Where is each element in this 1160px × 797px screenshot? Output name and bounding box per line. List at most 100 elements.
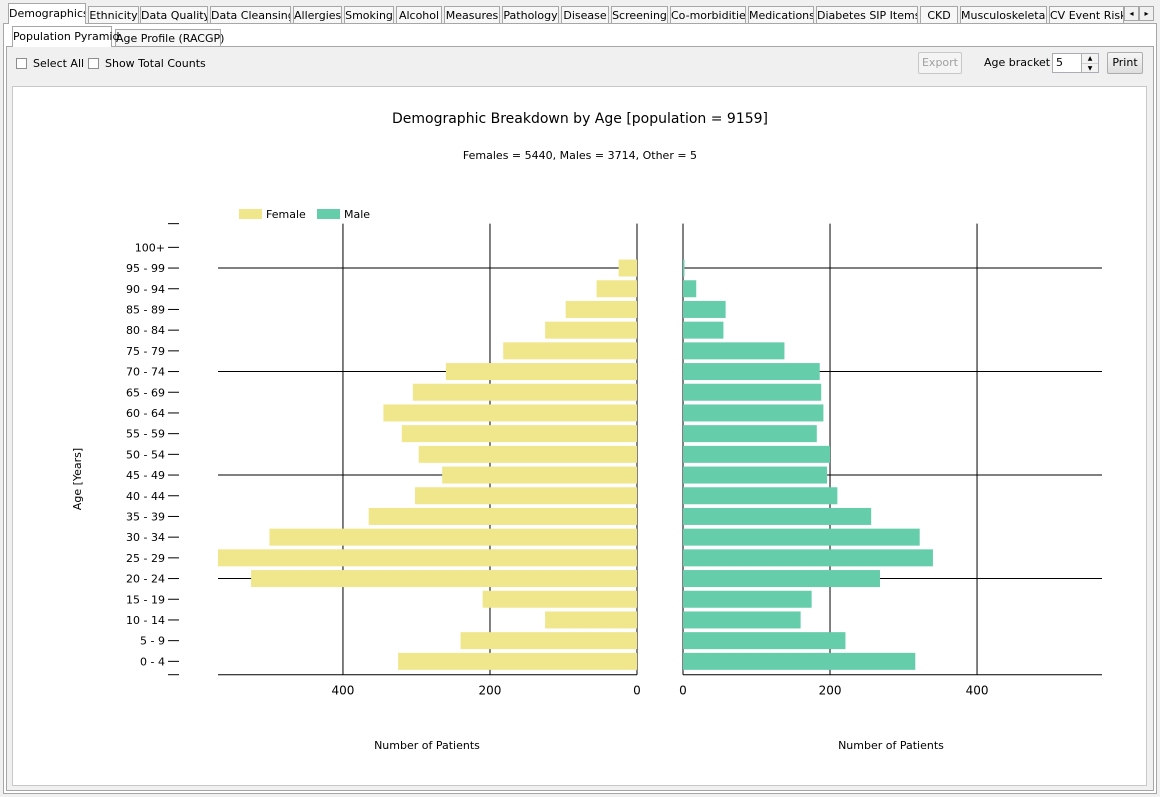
male-bar <box>683 280 697 298</box>
female-bar <box>545 321 637 339</box>
tab-scroll-right-icon[interactable]: ▸ <box>1139 6 1154 21</box>
tab-musculoskeletal[interactable]: Musculoskeletal <box>960 6 1047 23</box>
legend-label-female: Female <box>266 208 306 221</box>
female-bar <box>251 570 637 588</box>
right-x-tick-label: 200 <box>819 684 842 698</box>
age-bracket-spinner[interactable]: ▲ ▼ <box>1081 54 1098 72</box>
female-bar <box>383 404 637 422</box>
male-bar <box>683 445 831 463</box>
left-x-tick-label: 0 <box>633 684 641 698</box>
male-bar <box>683 549 933 567</box>
male-bar <box>683 363 820 381</box>
legend-swatch-male <box>317 209 340 219</box>
female-bar <box>269 528 637 546</box>
male-bar <box>683 466 828 484</box>
age-bracket-value: 5 <box>1056 56 1063 69</box>
male-bar <box>683 528 920 546</box>
female-bar <box>368 507 637 525</box>
subtab-population-pyramid[interactable]: Population Pyramid <box>12 26 119 47</box>
male-bar <box>683 321 724 339</box>
tab-demographics[interactable]: Demographics <box>8 3 86 24</box>
y-tick-label: 55 - 59 <box>126 428 165 441</box>
tab-disease[interactable]: Disease <box>561 6 609 23</box>
main-tab-strip: Demographics Ethnicity Data Quality Data Cl… <box>0 0 1160 24</box>
y-tick-label: 75 - 79 <box>126 345 165 358</box>
y-tick-label: 70 - 74 <box>126 366 165 379</box>
select-all-checkbox[interactable]: Select All <box>16 57 84 70</box>
male-bar <box>683 611 801 629</box>
tab-allergies[interactable]: Allergies <box>293 6 342 23</box>
select-all-box[interactable] <box>16 58 27 69</box>
y-tick-label: 100+ <box>135 241 165 254</box>
y-tick-label: 20 - 24 <box>126 573 165 586</box>
y-tick-label: 80 - 84 <box>126 324 165 337</box>
y-tick-label: 40 - 44 <box>126 490 165 503</box>
y-tick-label: 25 - 29 <box>126 552 165 565</box>
chart-area: Demographic Breakdown by Age [population… <box>12 86 1147 786</box>
male-bar <box>683 487 838 505</box>
right-x-tick-label: 0 <box>679 684 687 698</box>
age-bracket-input[interactable]: 5 ▲ ▼ <box>1052 53 1099 73</box>
legend-swatch-female <box>239 209 262 219</box>
y-tick-label: 30 - 34 <box>126 531 165 544</box>
tab-data-quality[interactable]: Data Quality <box>140 6 208 23</box>
y-axis-label: Age [Years] <box>71 448 84 510</box>
y-tick-label: 5 - 9 <box>140 635 165 648</box>
show-total-counts-checkbox[interactable]: Show Total Counts <box>88 57 206 70</box>
female-bar <box>482 590 637 608</box>
export-button[interactable]: Export <box>918 52 962 74</box>
population-pyramid-chart: Demographic Breakdown by Age [population… <box>71 111 1102 752</box>
show-total-counts-label: Show Total Counts <box>105 57 206 70</box>
female-bar <box>398 652 637 670</box>
right-x-tick-label: 400 <box>966 684 989 698</box>
select-all-label: Select All <box>33 57 85 70</box>
female-bar <box>618 259 637 277</box>
y-tick-label: 35 - 39 <box>126 510 165 523</box>
female-bar <box>401 425 637 443</box>
y-tick-label: 95 - 99 <box>126 262 165 275</box>
y-tick-label: 85 - 89 <box>126 303 165 316</box>
tab-ckd[interactable]: CKD <box>920 6 958 23</box>
tab-co-morbidities[interactable]: Co-morbidities <box>670 6 746 23</box>
tab-pathology[interactable]: Pathology <box>502 6 559 23</box>
tab-scroll-left-icon[interactable]: ◂ <box>1124 6 1139 21</box>
print-button[interactable]: Print <box>1107 52 1143 74</box>
tab-measures[interactable]: Measures <box>444 6 500 23</box>
female-bar <box>503 342 637 360</box>
tab-alcohol[interactable]: Alcohol <box>396 6 442 23</box>
chart-subtitle: Females = 5440, Males = 3714, Other = 5 <box>463 149 697 162</box>
show-total-counts-box[interactable] <box>88 58 99 69</box>
male-bar <box>683 425 817 443</box>
female-bar <box>415 487 637 505</box>
male-bar <box>683 404 824 422</box>
male-bar <box>683 507 872 525</box>
female-bar <box>442 466 637 484</box>
tab-data-cleansing[interactable]: Data Cleansing <box>210 6 291 23</box>
spin-down-icon[interactable]: ▼ <box>1087 65 1093 72</box>
right-x-axis-label: Number of Patients <box>838 739 944 752</box>
subtab-age-profile-racgp[interactable]: Age Profile (RACGP) <box>115 29 224 46</box>
spin-up-icon[interactable]: ▲ <box>1082 54 1098 64</box>
male-bar <box>683 590 812 608</box>
male-bar <box>683 259 685 277</box>
male-bar <box>683 383 822 401</box>
male-bar <box>683 570 881 588</box>
tab-medications[interactable]: Medications <box>748 6 814 23</box>
male-bar <box>683 632 846 650</box>
female-bar <box>545 611 637 629</box>
tab-ethnicity[interactable]: Ethnicity <box>88 6 139 23</box>
y-tick-label: 90 - 94 <box>126 283 165 296</box>
age-bracket-label: Age bracket <box>984 56 1051 69</box>
male-bar <box>683 342 785 360</box>
tab-smoking[interactable]: Smoking <box>344 6 394 23</box>
tab-cv-event-risk[interactable]: CV Event Risk <box>1049 6 1124 23</box>
male-bar <box>683 652 916 670</box>
tab-screening[interactable]: Screening <box>611 6 668 23</box>
female-bar <box>445 363 637 381</box>
y-tick-label: 0 - 4 <box>140 655 165 668</box>
legend-label-male: Male <box>344 208 370 221</box>
female-bar <box>218 549 637 567</box>
tab-diabetes-sip-items[interactable]: Diabetes SIP Items <box>816 6 918 23</box>
y-tick-label: 10 - 14 <box>126 614 165 627</box>
female-bar <box>596 280 637 298</box>
